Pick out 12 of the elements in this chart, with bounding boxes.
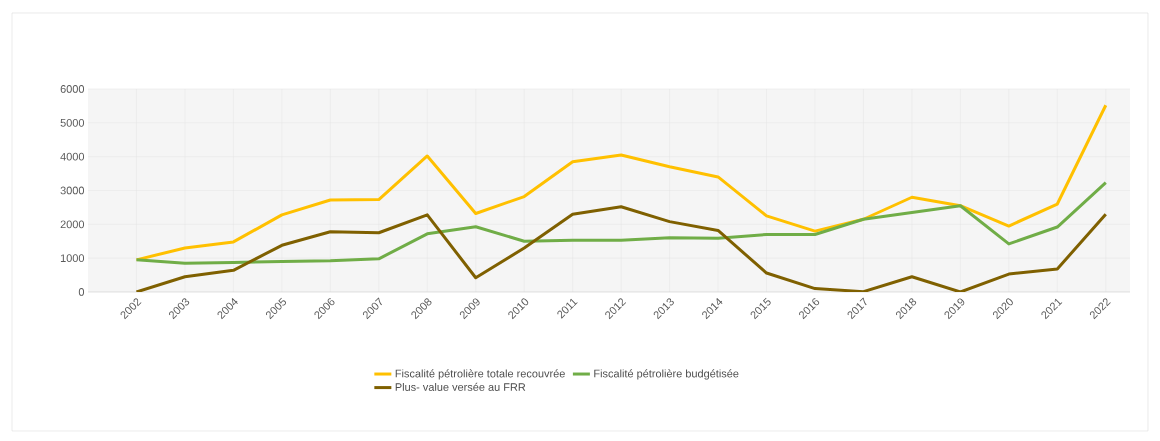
- y-tick-label: 2000: [60, 220, 85, 229]
- y-tick-label: 0: [78, 288, 85, 296]
- legend-label: Fiscalité pétrolière totale recouvrée: [395, 369, 565, 380]
- y-tick-label: 3000: [60, 186, 85, 195]
- y-tick-label: 1000: [60, 254, 85, 263]
- y-tick-label: 6000: [60, 85, 85, 93]
- legend-label: Fiscalité pétrolière budgétisée: [594, 369, 739, 380]
- legend-label: Plus- value versée au FRR: [395, 382, 526, 391]
- y-tick-label: 4000: [60, 152, 85, 161]
- y-tick-label: 5000: [60, 118, 85, 127]
- line-series: [134, 103, 1108, 262]
- line-series: [134, 205, 1108, 292]
